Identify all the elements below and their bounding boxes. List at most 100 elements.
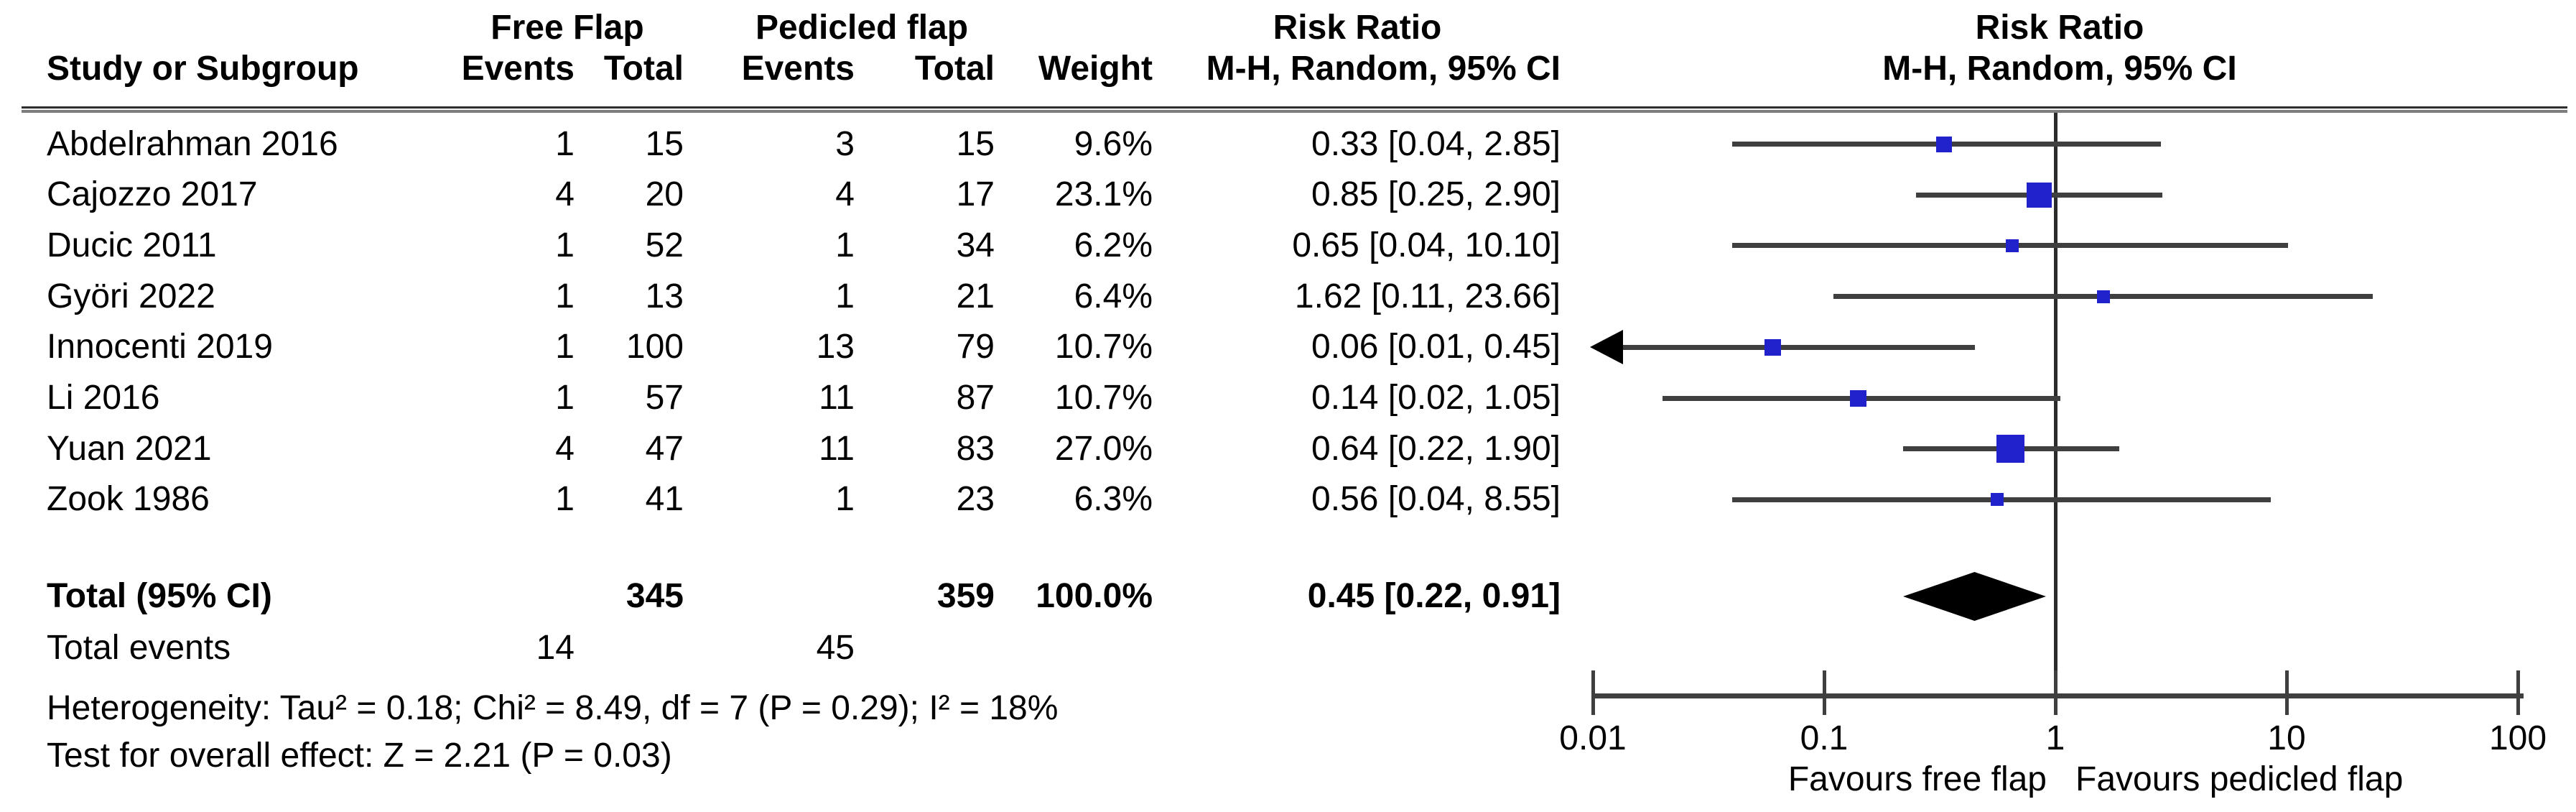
plot-subheader-rr-ci: M-H, Random, 95% CI: [1882, 50, 2237, 88]
ci-arrow-left-icon: [1590, 330, 1623, 364]
effect-point-marker: [1996, 435, 2024, 463]
study-free-events: 1: [555, 480, 575, 518]
total-effect-diamond: [1903, 572, 2046, 621]
study-weight: 9.6%: [1074, 125, 1153, 163]
header-divider: [22, 106, 2567, 113]
axis-tick-label: 0.1: [1800, 719, 1849, 757]
column-header-weight: Weight: [1038, 50, 1153, 88]
favours-right-label: Favours pedicled flap: [2075, 760, 2404, 798]
axis-tick-label: 100: [2488, 719, 2547, 757]
study-name: Ducic 2011: [47, 226, 217, 264]
study-rr-ci-text: 1.62 [0.11, 23.66]: [1294, 277, 1561, 315]
study-free-total: 100: [626, 328, 684, 366]
study-name: Yuan 2021: [47, 430, 212, 468]
study-weight: 23.1%: [1054, 175, 1153, 213]
study-name: Cajozzo 2017: [47, 175, 258, 213]
study-pedicled-events: 11: [819, 430, 855, 468]
column-group-free-flap: Free Flap: [490, 9, 644, 47]
risk-ratio-column-title: Risk Ratio: [1273, 9, 1442, 47]
study-pedicled-events: 1: [835, 277, 855, 315]
null-effect-line: [2054, 113, 2057, 699]
axis-tick-label: 0.01: [1559, 719, 1627, 757]
study-free-events: 1: [555, 277, 575, 315]
study-free-events: 1: [555, 125, 575, 163]
study-pedicled-total: 21: [956, 277, 995, 315]
column-header-pedicled-events: Events: [741, 50, 855, 88]
study-pedicled-events: 13: [816, 328, 855, 366]
study-rr-ci-text: 0.33 [0.04, 2.85]: [1311, 125, 1561, 163]
total-rr-ci: 0.45 [0.22, 0.91]: [1307, 577, 1561, 615]
effect-point-marker: [1850, 390, 1866, 407]
effect-point-marker: [2097, 290, 2110, 303]
study-free-events: 1: [555, 379, 575, 417]
favours-left-label: Favours free flap: [1787, 760, 2047, 798]
study-free-total: 13: [645, 277, 684, 315]
column-header-free-events: Events: [461, 50, 575, 88]
study-name: Abdelrahman 2016: [47, 125, 338, 163]
total-events-free: 14: [536, 629, 575, 667]
study-free-events: 1: [555, 226, 575, 264]
total-events-label: Total events: [47, 629, 231, 667]
study-rr-ci-text: 0.85 [0.25, 2.90]: [1311, 175, 1561, 213]
study-weight: 6.2%: [1074, 226, 1153, 264]
axis-tick: [2054, 670, 2057, 715]
study-pedicled-total: 15: [956, 125, 995, 163]
study-pedicled-total: 87: [956, 379, 995, 417]
overall-effect-note: Test for overall effect: Z = 2.21 (P = 0…: [47, 737, 672, 775]
study-free-total: 52: [645, 226, 684, 264]
study-pedicled-total: 23: [956, 480, 995, 518]
axis-tick: [1823, 670, 1826, 715]
axis-tick: [1591, 670, 1595, 715]
column-header-pedicled-total: Total: [914, 50, 995, 88]
study-free-total: 15: [645, 125, 684, 163]
ci-line: [1610, 345, 1975, 350]
study-free-total: 20: [645, 175, 684, 213]
study-pedicled-events: 1: [835, 226, 855, 264]
study-pedicled-events: 4: [835, 175, 855, 213]
column-header-free-total: Total: [603, 50, 684, 88]
study-weight: 10.7%: [1054, 379, 1153, 417]
study-free-total: 41: [645, 480, 684, 518]
effect-point-marker: [1764, 339, 1781, 356]
study-weight: 6.4%: [1074, 277, 1153, 315]
risk-ratio-plot-title: Risk Ratio: [1975, 9, 2144, 47]
study-rr-ci-text: 0.56 [0.04, 8.55]: [1311, 480, 1561, 518]
study-weight: 27.0%: [1054, 430, 1153, 468]
study-weight: 6.3%: [1074, 480, 1153, 518]
column-header-study: Study or Subgroup: [47, 50, 359, 88]
effect-point-marker: [2027, 183, 2052, 208]
study-free-events: 4: [555, 430, 575, 468]
study-rr-ci-text: 0.64 [0.22, 1.90]: [1311, 430, 1561, 468]
study-name: Innocenti 2019: [47, 328, 273, 366]
study-name: Zook 1986: [47, 480, 210, 518]
study-name: Li 2016: [47, 379, 160, 417]
study-weight: 10.7%: [1054, 328, 1153, 366]
column-header-rr-ci: M-H, Random, 95% CI: [1206, 50, 1561, 88]
total-events-pedicled: 45: [816, 629, 855, 667]
total-pedicled-total: 359: [936, 577, 995, 615]
column-group-pedicled-flap: Pedicled flap: [755, 9, 969, 47]
study-rr-ci-text: 0.06 [0.01, 0.45]: [1311, 328, 1561, 366]
effect-point-marker: [1936, 137, 1952, 152]
study-free-total: 57: [645, 379, 684, 417]
total-free-total: 345: [626, 577, 684, 615]
total-weight: 100.0%: [1036, 577, 1153, 615]
study-rr-ci-text: 0.14 [0.02, 1.05]: [1311, 379, 1561, 417]
axis-tick: [2516, 670, 2520, 715]
study-pedicled-total: 34: [956, 226, 995, 264]
axis-tick-label: 1: [2045, 719, 2065, 757]
study-free-events: 4: [555, 175, 575, 213]
effect-point-marker: [2006, 239, 2019, 252]
effect-point-marker: [1991, 493, 2004, 506]
study-pedicled-total: 83: [956, 430, 995, 468]
study-name: Györi 2022: [47, 277, 215, 315]
total-row-label: Total (95% CI): [47, 577, 272, 615]
study-rr-ci-text: 0.65 [0.04, 10.10]: [1292, 226, 1561, 264]
study-free-total: 47: [645, 430, 684, 468]
heterogeneity-note: Heterogeneity: Tau² = 0.18; Chi² = 8.49,…: [47, 689, 1059, 727]
study-pedicled-events: 1: [835, 480, 855, 518]
study-free-events: 1: [555, 328, 575, 366]
study-pedicled-total: 79: [956, 328, 995, 366]
axis-tick-label: 10: [2267, 719, 2306, 757]
x-axis-line: [1593, 693, 2524, 698]
